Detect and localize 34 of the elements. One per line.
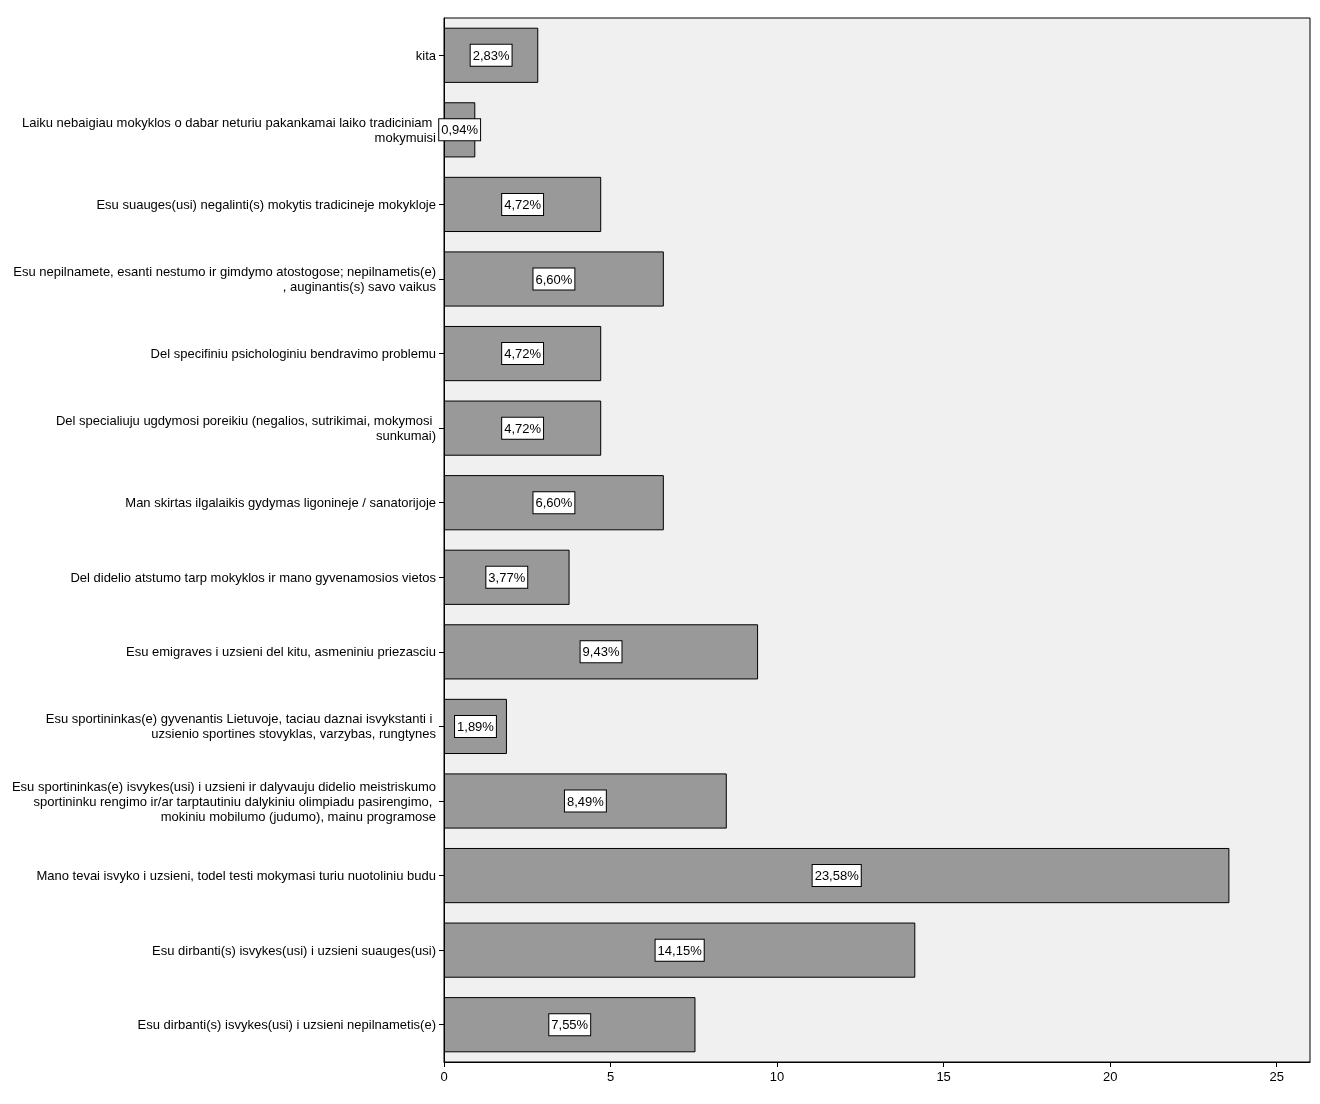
y-tick-label: Del specialiuju ugdymosi poreikiu (negalios, sutrikimai, mokymosi sunkumai): [55, 413, 436, 444]
data-label: 23,58%: [814, 868, 860, 884]
data-label: 2,83%: [472, 47, 510, 63]
y-tick-label: Mano tevai isvyko i uzsieni, todel testi mokymasi turiu nuotoliniu budu: [36, 868, 436, 884]
data-label: 6,60%: [535, 271, 573, 287]
data-label: 6,60%: [535, 495, 573, 511]
y-tick-label: Esu emigraves i uzsieni del kitu, asmeniniu priezasciu: [126, 644, 436, 660]
y-tick-label: Laiku nebaigiau mokyklos o dabar neturiu pakankamai laiko tradiciniam mokymuisi: [21, 114, 437, 145]
x-tick-label: 5: [606, 1069, 615, 1084]
x-tick-label: 25: [1269, 1069, 1284, 1084]
y-tick-label: Esu sportininkas(e) isvykes(usi) i uzsieni ir dalyvauju didelio meistriskumo sportininku rengimo ir/ar tarptautiniu dalykiniu olimpiadu pasirengimo, mokiniu mobilumo (judumo), mainu programose: [11, 778, 436, 824]
x-tick-label: 10: [769, 1069, 785, 1084]
x-tick-label: 0: [440, 1069, 448, 1084]
data-label: 1,89%: [457, 718, 495, 734]
x-tick-label: 20: [1102, 1069, 1118, 1084]
data-label: 7,55%: [551, 1017, 589, 1033]
x-tick-label: 15: [936, 1069, 951, 1084]
y-tick-label: Del didelio atstumo tarp mokyklos ir mano gyvenamosios vietos: [70, 569, 437, 585]
y-tick-label: Man skirtas ilgalaikis gydymas ligonineje / sanatorijoje: [125, 495, 436, 511]
data-label: 4,72%: [504, 346, 542, 362]
y-tick-label: Esu dirbanti(s) isvykes(usi) i uzsieni suauges(usi): [152, 942, 436, 958]
y-tick-label: Del specifiniu psichologiniu bendravimo problemu: [150, 346, 436, 362]
y-tick-label: Esu dirbanti(s) isvykes(usi) i uzsieni nepilnametis(e): [137, 1017, 436, 1033]
data-label: 4,72%: [504, 196, 542, 212]
data-label: 8,49%: [566, 793, 605, 809]
data-label: 3,77%: [488, 569, 526, 585]
data-label: 4,72%: [504, 420, 542, 436]
y-tick-label: kita: [415, 47, 437, 63]
data-label: 14,15%: [657, 942, 703, 958]
y-tick-label: Esu sportininkas(e) gyvenantis Lietuvoje, taciau daznai isvykstanti i uzsienio sportines stovyklas, varzybas, rungtynes: [45, 711, 437, 742]
data-label: 9,43%: [582, 644, 620, 660]
y-tick-label: Esu suauges(usi) negalinti(s) mokytis tradicineje mokykloje: [96, 196, 436, 212]
data-label: 0,94%: [441, 122, 479, 138]
y-tick-label: Esu nepilnamete, esanti nestumo ir gimdymo atostogose; nepilnametis(e), auginantis(s) savo vaikus: [13, 264, 437, 294]
